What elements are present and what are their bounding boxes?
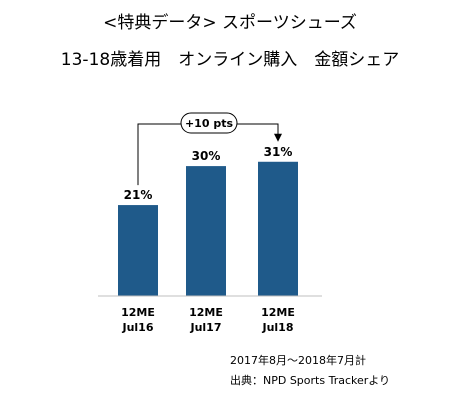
x-tick-label: Jul16 [121,321,153,334]
change-connector: +10 pts [137,112,282,186]
x-tick-label: 12ME [121,306,155,319]
bar-value-label: 30% [192,149,221,163]
page-title: <特典データ> スポーツシューズ [103,13,357,33]
change-badge [180,112,238,134]
bar-value-label: 21% [124,188,153,202]
change-label: +10 pts [185,117,233,130]
arrowhead [274,133,282,142]
x-tick-label: Jul18 [261,321,293,334]
source-note: 出典：NPD Sports Trackerより [230,374,391,387]
bar-3 [258,161,298,296]
x-tick-label: 12ME [261,306,295,319]
bar-value-label: 31% [264,145,293,159]
chart-subtitle: 13-18歳着用 オンライン購入 金額シェア [60,50,400,70]
x-tick-label: Jul17 [189,321,221,334]
bar-2 [186,166,226,296]
x-tick-label: 12ME [189,306,223,319]
period-note: 2017年8月～2018年7月計 [230,354,366,367]
bar-1 [118,205,158,296]
